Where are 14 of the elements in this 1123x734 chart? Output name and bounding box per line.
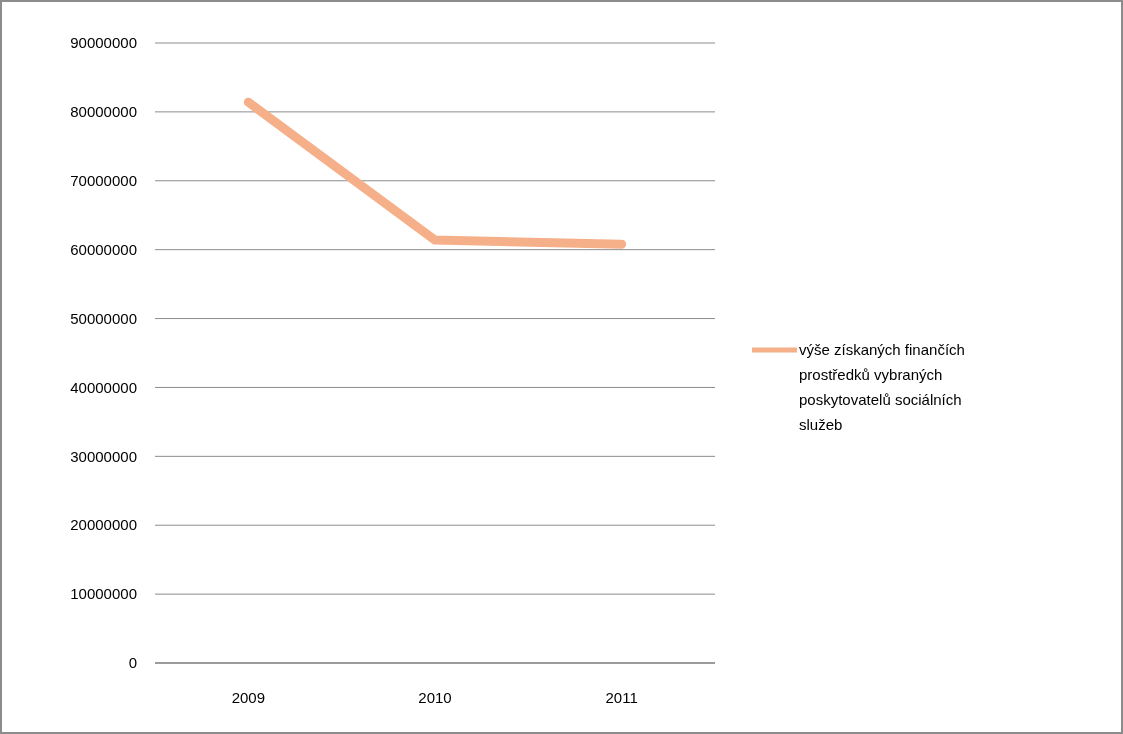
y-tick-label: 50000000	[70, 309, 137, 327]
x-tick-label: 2011	[605, 689, 638, 706]
x-tick-label: 2010	[418, 689, 452, 706]
y-tick-label: 20000000	[70, 516, 137, 534]
y-tick-label: 10000000	[70, 585, 137, 603]
y-tick-label: 30000000	[70, 447, 137, 465]
y-tick-label: 0	[128, 654, 137, 672]
y-tick-label: 70000000	[70, 172, 137, 190]
y-tick-label: 60000000	[70, 240, 137, 258]
y-tick-label: 40000000	[70, 378, 137, 396]
y-tick-label: 80000000	[70, 103, 137, 121]
x-tick-label: 2009	[231, 689, 266, 706]
legend-label: výše získaných finančích prostředků vybraných poskytovatelů sociálních služeb	[799, 341, 965, 434]
y-tick-label: 90000000	[70, 34, 137, 52]
